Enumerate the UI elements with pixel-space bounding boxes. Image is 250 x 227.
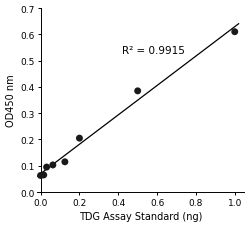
- X-axis label: TDG Assay Standard (ng): TDG Assay Standard (ng): [79, 212, 202, 222]
- Point: [51, 163, 55, 167]
- Point: [233, 31, 237, 34]
- Point: [45, 165, 49, 169]
- Y-axis label: OD450 nm: OD450 nm: [6, 74, 16, 127]
- Point: [63, 160, 67, 164]
- Point: [136, 90, 140, 93]
- Point: [38, 174, 42, 178]
- Point: [42, 173, 46, 177]
- Text: R² = 0.9915: R² = 0.9915: [122, 46, 185, 56]
- Point: [78, 137, 82, 140]
